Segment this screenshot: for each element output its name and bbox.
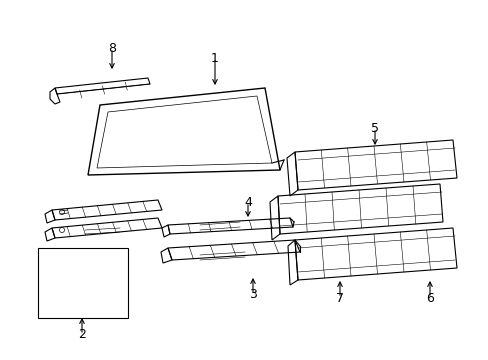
- Text: 3: 3: [248, 288, 256, 302]
- Text: 7: 7: [335, 292, 343, 305]
- Text: 1: 1: [211, 51, 219, 64]
- Text: 2: 2: [78, 328, 86, 342]
- Text: 6: 6: [425, 292, 433, 305]
- Text: 4: 4: [244, 195, 251, 208]
- Text: 5: 5: [370, 122, 378, 135]
- Text: 8: 8: [108, 41, 116, 54]
